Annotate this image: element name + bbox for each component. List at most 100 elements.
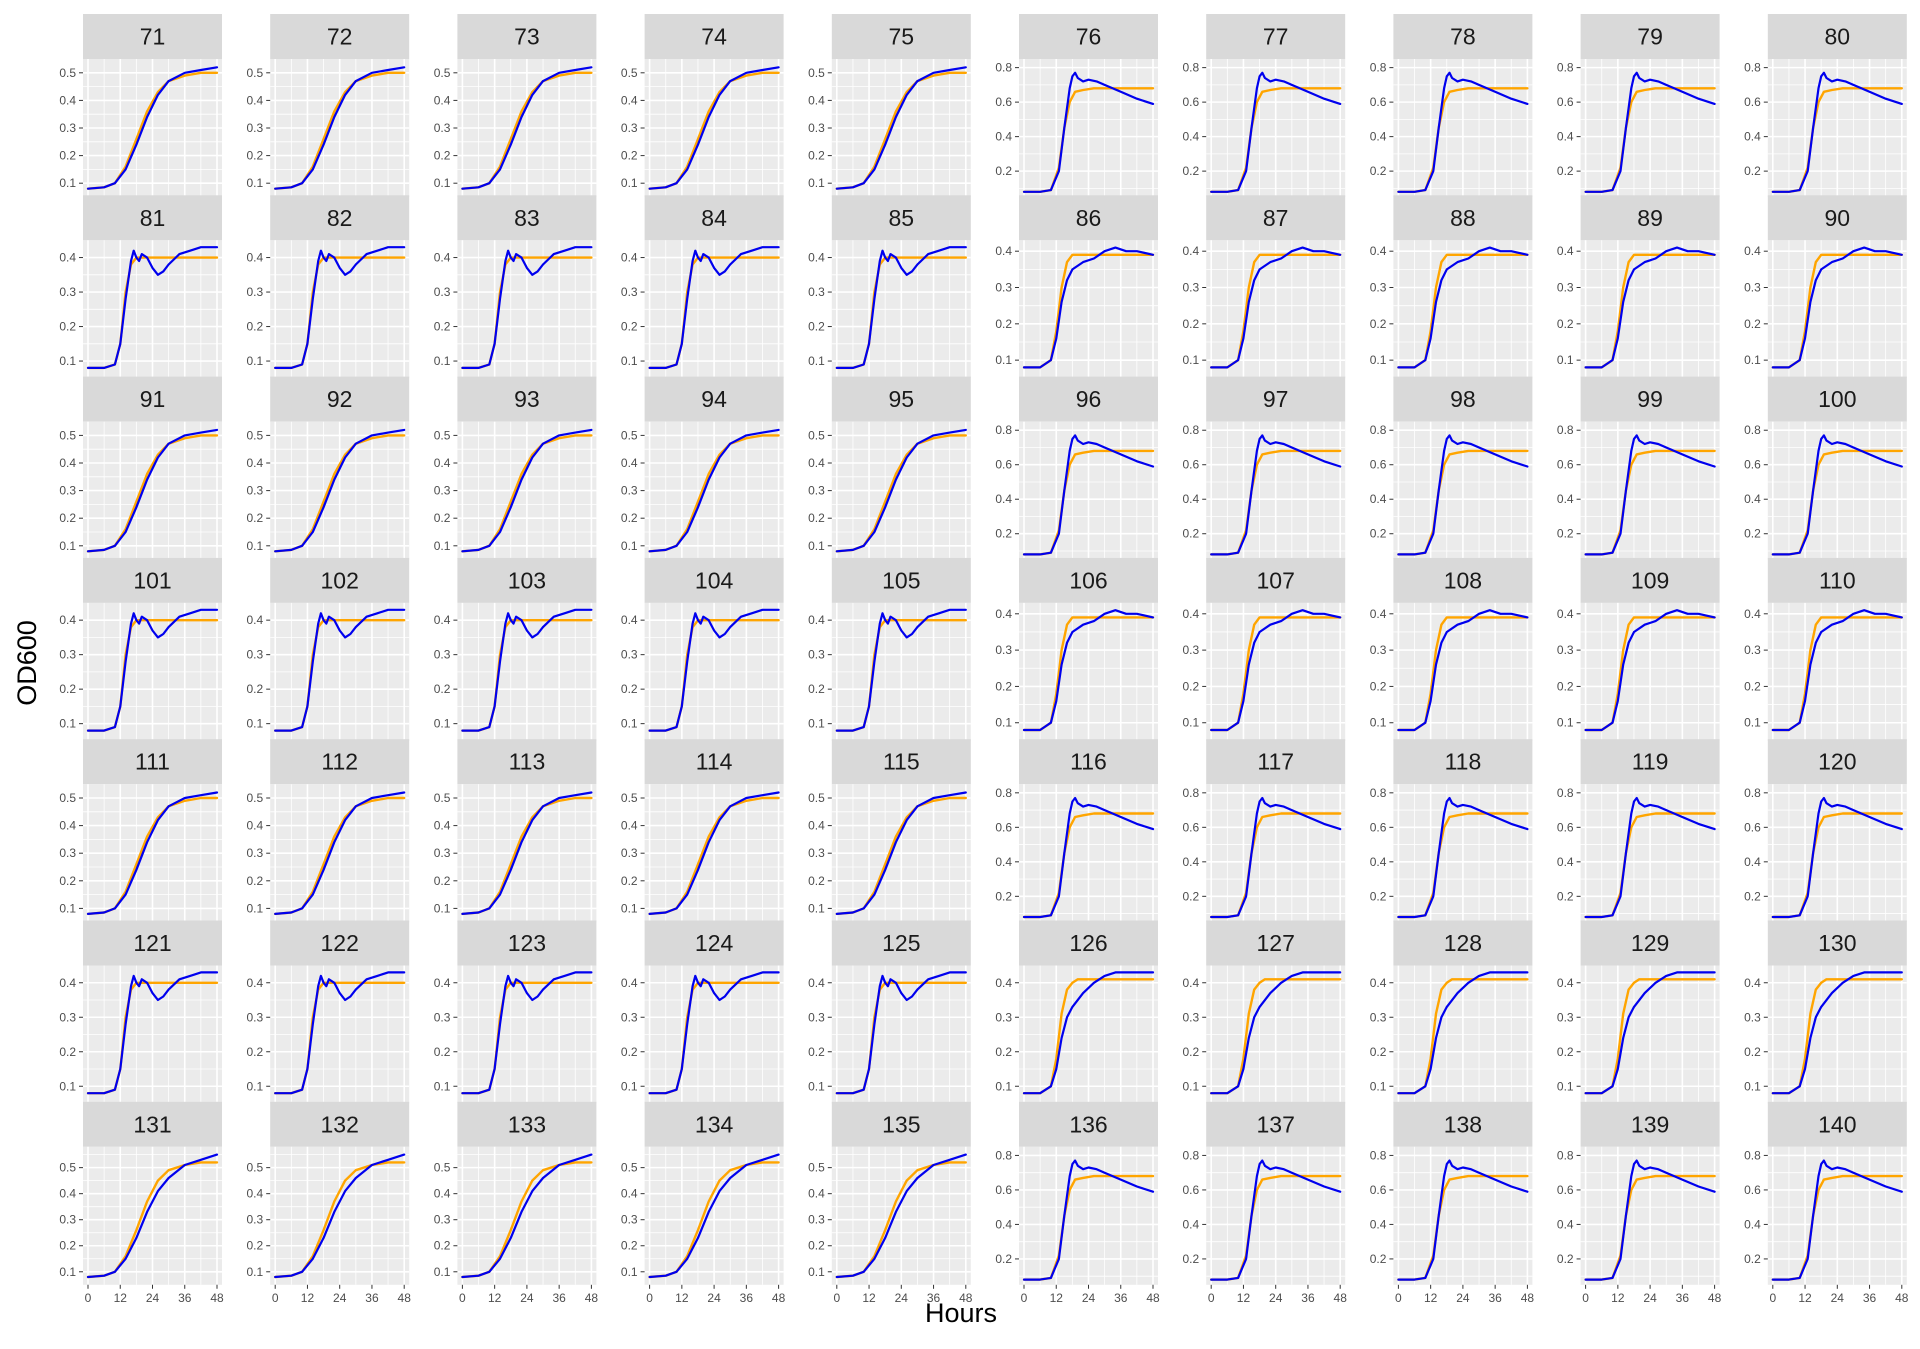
y-tick-label: 0.8	[1744, 423, 1761, 437]
facet-title: 127	[1257, 930, 1295, 956]
facet-title: 97	[1263, 386, 1289, 412]
y-tick-label: 0.2	[995, 527, 1012, 541]
facet-title: 106	[1069, 567, 1107, 593]
y-tick-label: 0.4	[434, 93, 451, 107]
x-tick-label: 36	[365, 1291, 379, 1305]
facet-title: 99	[1637, 386, 1663, 412]
y-tick-label: 0.3	[621, 846, 638, 860]
observed-series-line	[648, 971, 780, 1095]
x-tick-label: 24	[333, 1291, 347, 1305]
y-tick-label: 0.2	[1183, 317, 1200, 331]
y-tick-label: 0.3	[621, 648, 638, 662]
y-tick-label: 0.2	[247, 874, 264, 888]
x-tick-label: 36	[178, 1291, 192, 1305]
x-tick-label: 12	[1798, 1291, 1812, 1305]
facet-title: 87	[1263, 205, 1289, 231]
observed-series-line	[1210, 971, 1342, 1095]
y-tick-label: 0.1	[621, 1079, 638, 1093]
y-tick-label: 0.2	[808, 682, 825, 696]
y-tick-label: 0.4	[995, 244, 1012, 258]
y-tick-label: 0.4	[1557, 855, 1574, 869]
y-tick-label: 0.3	[59, 285, 76, 299]
y-tick-label: 0.2	[808, 1045, 825, 1059]
y-tick-label: 0.4	[621, 1187, 638, 1201]
y-tick-label: 0.2	[995, 1252, 1012, 1266]
observed-series-line	[461, 791, 593, 915]
observed-series-line	[1397, 971, 1529, 1095]
facet-title: 83	[514, 205, 540, 231]
y-tick-label: 0.3	[59, 121, 76, 135]
y-tick-label: 0.3	[434, 1010, 451, 1024]
y-tick-label: 0.4	[1557, 607, 1574, 621]
facet-title: 94	[701, 386, 727, 412]
y-tick-label: 0.3	[247, 1213, 264, 1227]
y-tick-label: 0.2	[1183, 889, 1200, 903]
y-tick-label: 0.4	[1183, 130, 1200, 144]
observed-series-line	[274, 971, 406, 1095]
y-tick-label: 0.5	[247, 66, 264, 80]
facet-panel: 133 0.1 0.2 0.3 0.4 0.5 0 12 24 36 48	[434, 1101, 598, 1305]
y-tick-label: 0.2	[1183, 1252, 1200, 1266]
facet-title: 100	[1818, 386, 1856, 412]
y-tick-label: 0.8	[1744, 61, 1761, 75]
facet-panel: 140 0.2 0.4 0.6 0.8 0 12 24 36 48	[1744, 1101, 1909, 1305]
facet-strip	[644, 14, 784, 59]
facet-title: 113	[509, 749, 546, 775]
observed-series-line	[1771, 434, 1903, 556]
facet-title: 117	[1257, 749, 1294, 775]
x-tick-label: 48	[1521, 1291, 1535, 1305]
y-tick-label: 0.1	[247, 717, 264, 731]
y-tick-label: 0.3	[808, 1213, 825, 1227]
y-tick-label: 0.1	[434, 539, 451, 553]
y-tick-label: 0.2	[247, 320, 264, 334]
y-tick-label: 0.8	[1557, 61, 1574, 75]
y-tick-label: 0.2	[1183, 1045, 1200, 1059]
observed-series-line	[274, 1153, 406, 1279]
y-tick-label: 0.2	[808, 320, 825, 334]
panels-layer: 71 0.1 0.2 0.3 0.4 0.5 72 0.1 0.2 0.3 0.4 0.5 73 0.1 0…	[59, 14, 1909, 1305]
y-tick-label: 0.2	[59, 1045, 76, 1059]
y-tick-label: 0.3	[434, 648, 451, 662]
y-tick-label: 0.8	[1183, 61, 1200, 75]
observed-series-line	[648, 66, 780, 190]
y-tick-label: 0.4	[247, 93, 264, 107]
facet-strip	[270, 1101, 410, 1147]
facet-panel: 105 0.1 0.2 0.3 0.4	[808, 557, 971, 745]
observed-series-line	[835, 608, 967, 732]
facet-strip	[831, 376, 971, 422]
y-tick-label: 0.1	[59, 1079, 76, 1093]
y-tick-label: 0.4	[1744, 607, 1761, 621]
facet-title: 79	[1637, 24, 1663, 50]
observed-series-line	[835, 66, 967, 190]
y-tick-label: 0.5	[808, 428, 825, 442]
y-tick-label: 0.3	[247, 285, 264, 299]
y-tick-label: 0.1	[1370, 353, 1387, 367]
observed-series-line	[1210, 796, 1342, 919]
y-tick-label: 0.1	[1370, 1079, 1387, 1093]
y-tick-label: 0.1	[1557, 716, 1574, 730]
facet-title: 128	[1444, 930, 1482, 956]
y-tick-label: 0.2	[621, 874, 638, 888]
facet-panel: 87 0.1 0.2 0.3 0.4	[1183, 195, 1346, 383]
facet-title: 89	[1637, 205, 1663, 231]
facet-panel: 115 0.1 0.2 0.3 0.4 0.5	[808, 739, 971, 927]
y-tick-label: 0.8	[1370, 786, 1387, 800]
facet-strip	[831, 739, 971, 785]
facet-strip	[1580, 1101, 1720, 1147]
observed-series-line	[274, 66, 406, 190]
facet-panel: 136 0.2 0.4 0.6 0.8 0 12 24 36 48	[995, 1101, 1160, 1305]
observed-series-line	[1022, 796, 1155, 919]
facet-title: 76	[1076, 24, 1102, 50]
facet-strip	[83, 557, 222, 603]
x-tick-label: 24	[1269, 1291, 1283, 1305]
facet-strip	[1393, 14, 1533, 59]
y-tick-label: 0.1	[995, 1079, 1012, 1093]
facet-strip	[457, 920, 597, 966]
observed-series-line	[274, 791, 406, 915]
facet-strip	[1767, 14, 1907, 59]
facet-panel: 104 0.1 0.2 0.3 0.4	[621, 557, 784, 745]
y-tick-label: 0.1	[434, 901, 451, 915]
facet-panel: 71 0.1 0.2 0.3 0.4 0.5	[59, 14, 222, 201]
y-tick-label: 0.1	[434, 176, 451, 190]
observed-series-line	[648, 428, 780, 553]
